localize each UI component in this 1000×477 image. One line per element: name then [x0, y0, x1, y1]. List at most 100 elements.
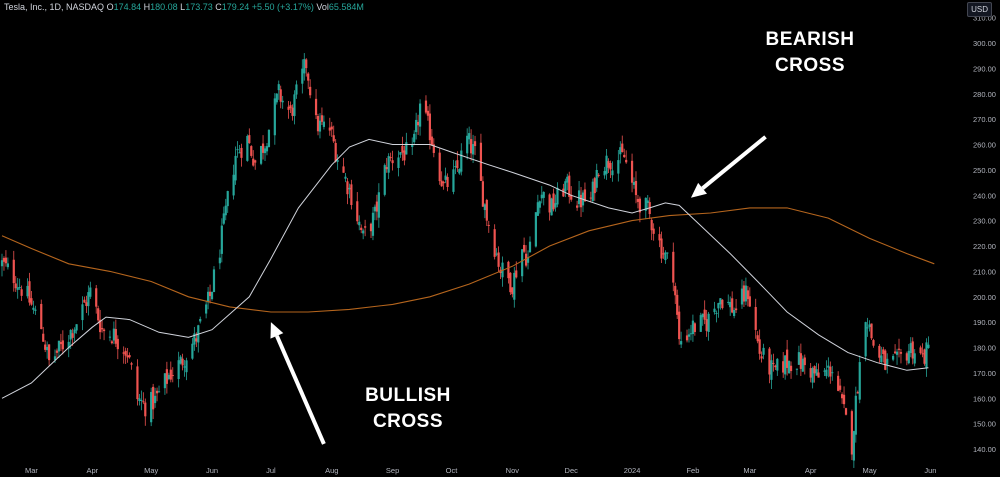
candle: [619, 141, 622, 164]
candle: [662, 246, 665, 259]
candle: [40, 299, 43, 330]
candle: [85, 295, 88, 313]
candle-body: [644, 197, 647, 211]
candle-body: [316, 116, 320, 132]
candle: [536, 194, 539, 216]
candle-body: [167, 374, 170, 379]
candle: [925, 338, 928, 377]
candle: [892, 353, 895, 362]
candle: [128, 352, 131, 359]
candle: [840, 392, 844, 404]
candle: [42, 326, 45, 342]
candle-body: [332, 135, 335, 142]
close-value: 179.24: [221, 2, 250, 12]
candle: [83, 296, 86, 303]
candle-body: [248, 135, 251, 144]
candle-body: [511, 287, 514, 295]
candle: [680, 331, 683, 349]
candle: [411, 137, 414, 155]
candle-body: [715, 312, 718, 314]
currency-button[interactable]: USD: [967, 2, 992, 17]
candle: [110, 340, 114, 345]
candle: [153, 387, 157, 408]
candle: [28, 272, 31, 306]
candle: [369, 222, 373, 238]
candle-body: [768, 348, 771, 375]
candle-body: [487, 224, 490, 226]
candle-body: [691, 320, 695, 335]
candle: [418, 99, 422, 136]
candle-body: [909, 343, 912, 354]
candle: [760, 351, 763, 363]
candle: [97, 305, 100, 324]
candle: [646, 194, 649, 210]
candle: [254, 159, 257, 170]
candle: [733, 307, 736, 319]
candle-body: [208, 291, 212, 297]
candle-body: [468, 133, 471, 140]
candle-body: [892, 355, 895, 360]
candle: [391, 150, 394, 171]
candle-body: [868, 324, 871, 328]
candle-body: [44, 344, 47, 350]
candle-body: [411, 144, 414, 147]
candle-body: [356, 201, 359, 222]
candle-body: [102, 329, 106, 332]
candle: [30, 291, 33, 306]
candle: [81, 296, 84, 331]
candle: [332, 125, 335, 143]
candle-body: [289, 105, 292, 109]
candle-body: [138, 398, 141, 402]
candle: [678, 305, 681, 345]
candle-body: [733, 310, 736, 317]
y-tick-label: 310.00: [973, 14, 996, 23]
candle-body: [6, 263, 9, 268]
candle: [927, 336, 930, 349]
candle-body: [632, 182, 636, 185]
candle-body: [493, 229, 496, 257]
candle: [905, 351, 908, 366]
candle: [674, 282, 677, 304]
candle-body: [114, 329, 117, 344]
candle-body: [784, 355, 787, 375]
y-tick-label: 170.00: [973, 369, 996, 378]
candle-body: [795, 368, 799, 370]
candle: [837, 371, 840, 392]
candle-body: [823, 370, 826, 372]
candle: [609, 160, 612, 179]
candle: [652, 223, 655, 241]
candle-body: [515, 270, 518, 278]
candle: [754, 298, 757, 339]
candle-body: [636, 199, 640, 202]
candle-body: [403, 150, 406, 161]
candle-body: [157, 391, 161, 393]
candle: [907, 344, 910, 365]
candle: [676, 289, 679, 319]
candle: [528, 236, 532, 253]
candle: [454, 160, 457, 175]
y-tick-label: 210.00: [973, 267, 996, 276]
candle: [364, 219, 367, 237]
candle-body: [758, 339, 761, 354]
candle-body: [46, 346, 49, 351]
candle: [34, 305, 37, 315]
candle-body: [26, 285, 29, 297]
candle: [415, 112, 418, 140]
candle-body: [748, 296, 751, 307]
candle: [664, 250, 667, 264]
candle-body: [481, 181, 484, 207]
candle: [101, 319, 104, 333]
candle-body: [607, 161, 610, 168]
candle-body: [552, 193, 555, 210]
x-tick-label: Mar: [743, 466, 756, 475]
candle: [768, 346, 771, 384]
candle-body: [609, 162, 612, 170]
candle: [122, 346, 125, 364]
candle: [495, 248, 498, 257]
candle: [868, 320, 871, 332]
candle: [413, 130, 416, 146]
candle: [854, 386, 857, 443]
y-tick-label: 230.00: [973, 217, 996, 226]
